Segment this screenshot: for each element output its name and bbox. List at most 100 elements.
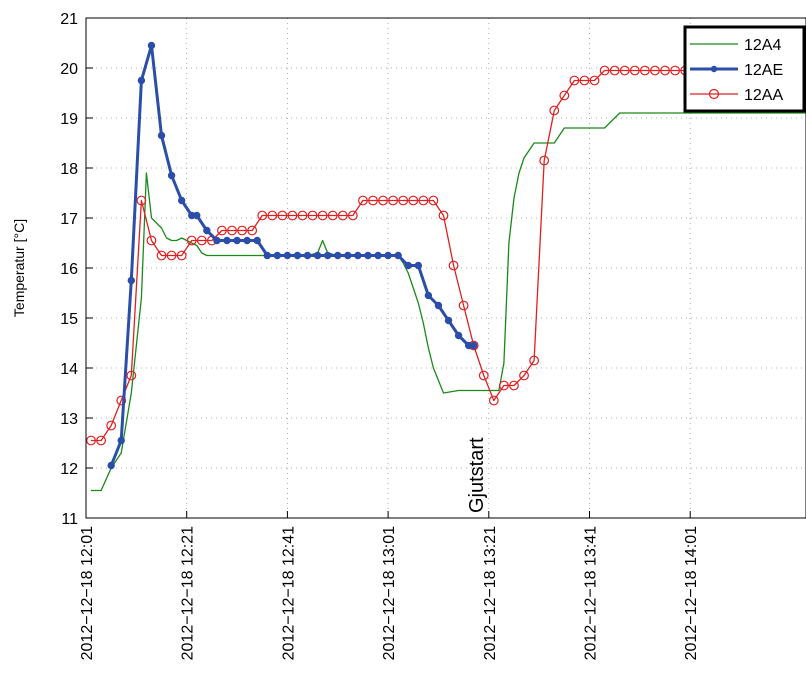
data-point-12AA — [549, 105, 560, 116]
series-12AE — [107, 41, 478, 470]
series-line-12A4 — [91, 112, 806, 492]
x-axis-ticks: 2012−12−18 12:01 2012−12−18 12:21 2012−12−… — [79, 511, 700, 660]
data-point-12AA — [136, 195, 147, 206]
data-point-12AA — [116, 395, 127, 406]
data-point-12AE — [107, 461, 115, 470]
x-tick-label: 2012−12−18 12:01 — [79, 526, 96, 660]
data-point-12AA — [166, 250, 177, 261]
y-tick-label: 13 — [60, 411, 78, 428]
data-point-12AE — [137, 76, 146, 85]
data-point-12AE — [384, 251, 392, 260]
data-point-12AE — [223, 236, 231, 245]
data-point-12AE — [454, 331, 463, 340]
data-point-12AE — [233, 236, 241, 245]
y-tick-label: 19 — [60, 111, 78, 128]
y-tick-label: 20 — [60, 61, 78, 78]
data-point-12AA — [599, 65, 610, 76]
data-point-12AE — [263, 251, 271, 260]
data-point-12AE — [273, 251, 282, 260]
data-point-12AA — [368, 195, 378, 206]
data-point-12AA — [267, 210, 278, 221]
data-point-12AE — [469, 341, 478, 350]
data-point-12AA — [589, 75, 600, 86]
data-point-12AE — [303, 251, 312, 260]
data-point-12AA — [609, 65, 620, 76]
data-point-12AE — [434, 301, 443, 310]
data-point-12AA — [539, 155, 550, 166]
data-point-12AE — [444, 316, 453, 325]
data-point-12AE — [203, 226, 211, 235]
data-point-12AA — [629, 65, 640, 76]
data-point-12AE — [167, 171, 176, 180]
data-point-12AE — [127, 276, 136, 285]
data-point-12AE — [404, 261, 412, 270]
data-point-12AA — [670, 65, 680, 76]
data-point-12AE — [177, 196, 186, 205]
data-point-12AA — [337, 210, 348, 221]
data-point-12AA — [96, 435, 107, 446]
series-12AA — [86, 65, 701, 446]
legend-marker-12AA — [708, 88, 720, 100]
y-tick-label: 21 — [60, 11, 78, 28]
data-point-12AA — [438, 210, 449, 221]
data-point-12AE — [243, 236, 251, 245]
y-axis-label: Temperatur [°C] — [11, 219, 27, 317]
y-tick-label: 17 — [60, 211, 78, 228]
data-point-12AE — [424, 291, 433, 300]
y-tick-label: 12 — [60, 461, 78, 478]
data-point-12AA — [257, 210, 268, 221]
annotation-gjutstart: Gjutstart — [466, 437, 488, 513]
data-point-12AE — [313, 251, 322, 260]
data-point-12AE — [354, 251, 362, 260]
data-point-12AA — [509, 380, 519, 391]
y-axis-ticks: 11 12 13 14 15 16 17 18 19 20 21 — [60, 11, 93, 528]
x-tick-label: 2012−12−18 12:41 — [280, 526, 297, 660]
data-point-12AA — [217, 225, 227, 236]
data-point-12AE — [364, 251, 372, 260]
data-point-12AA — [378, 195, 388, 206]
data-point-12AE — [283, 251, 292, 260]
data-point-12AA — [458, 300, 469, 311]
data-point-12AA — [327, 210, 338, 221]
data-point-12AA — [247, 225, 258, 236]
data-point-12AE — [293, 251, 302, 260]
data-point-12AA — [488, 395, 499, 406]
y-tick-label: 18 — [60, 161, 78, 178]
data-point-12AE — [334, 251, 342, 260]
x-tick-label: 2012−12−18 13:21 — [482, 526, 499, 660]
legend: 12A4 12AE 12AA — [683, 25, 806, 113]
x-tick-label: 2012−12−18 12:21 — [180, 526, 197, 660]
x-tick-label: 2012−12−18 14:01 — [683, 526, 700, 660]
x-tick-label: 2012−12−18 13:41 — [582, 526, 599, 660]
grid-lines — [86, 18, 806, 518]
series-12A4 — [91, 112, 806, 492]
y-tick-label: 11 — [61, 511, 78, 528]
series-line-12AA — [91, 69, 696, 442]
data-point-12AA — [176, 250, 187, 261]
data-point-12AA — [448, 260, 459, 271]
data-point-12AA — [388, 195, 399, 206]
data-point-12AA — [347, 210, 358, 221]
data-point-12AA — [86, 435, 96, 446]
data-point-12AA — [126, 370, 137, 381]
legend-label-12A4: 12A4 — [744, 37, 781, 54]
data-point-12AA — [579, 75, 590, 86]
data-point-12AA — [529, 355, 540, 366]
legend-label-12AE: 12AE — [744, 62, 783, 79]
data-point-12AE — [344, 251, 352, 260]
data-point-12AA — [358, 195, 368, 206]
data-point-12AA — [499, 380, 509, 391]
data-point-12AA — [418, 195, 429, 206]
data-point-12AA — [478, 370, 489, 381]
data-point-12AE — [147, 41, 156, 50]
data-point-12AA — [227, 225, 237, 236]
data-point-12AA — [569, 75, 580, 86]
data-point-12AE — [394, 251, 402, 260]
data-point-12AE — [193, 211, 201, 220]
data-point-12AA — [619, 65, 630, 76]
data-point-12AA — [428, 195, 439, 206]
data-point-12AE — [117, 436, 125, 445]
series-layer — [86, 41, 806, 492]
data-point-12AA — [287, 210, 298, 221]
